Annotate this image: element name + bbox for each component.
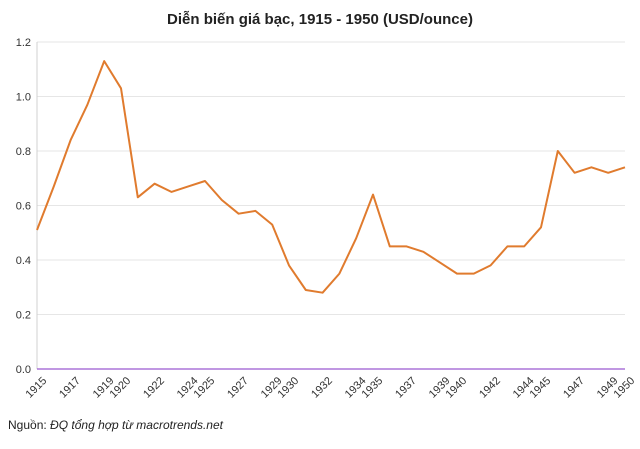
source-text: ĐQ tổng hợp từ macrotrends.net (50, 418, 223, 432)
source-note: Nguồn: ĐQ tổng hợp từ macrotrends.net (8, 418, 223, 432)
x-tick-label: 1922 (141, 375, 167, 401)
x-tick-label: 1937 (393, 375, 419, 401)
x-tick-label: 1927 (225, 375, 251, 401)
x-tick-label: 1947 (561, 375, 587, 401)
x-tick-label: 1932 (309, 375, 335, 401)
y-tick-label: 0.2 (16, 310, 31, 322)
y-tick-label: 0.0 (16, 364, 31, 376)
y-axis: 0.0 0.2 0.4 0.6 0.8 1.0 1.2 (16, 37, 38, 376)
y-tick-label: 0.4 (16, 255, 31, 267)
y-tick-label: 1.2 (16, 37, 31, 49)
x-tick-label: 1942 (477, 375, 503, 401)
source-label: Nguồn: (8, 418, 47, 432)
series-group (36, 60, 626, 294)
y-tick-label: 0.6 (16, 201, 31, 213)
y-tick-label: 0.8 (16, 146, 31, 158)
series-line (36, 60, 626, 294)
gridlines (37, 41, 625, 315)
y-tick-label: 1.0 (16, 92, 31, 104)
x-tick-label: 1915 (24, 375, 50, 401)
chart-title: Diễn biến giá bạc, 1915 - 1950 (USD/ounc… (167, 11, 473, 28)
x-tick-label: 1917 (57, 375, 83, 401)
